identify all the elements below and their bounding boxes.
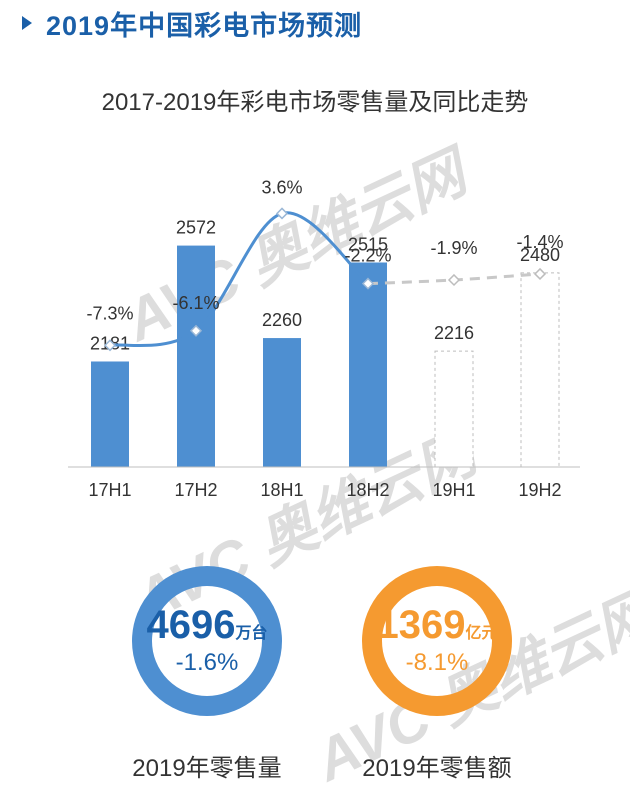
bar-18H1 <box>263 338 301 467</box>
trend-line-actual <box>109 211 369 348</box>
bar-label-19H1: 2216 <box>434 323 474 343</box>
bar-label-18H2: 2515 <box>348 234 388 254</box>
x-tick-18H1: 18H1 <box>260 480 303 500</box>
x-tick-17H1: 17H1 <box>88 480 131 500</box>
bar-18H2 <box>349 262 387 467</box>
trend-label-18H2: -2.2% <box>344 246 391 266</box>
bar-19H2 <box>520 272 560 468</box>
bar-19H1 <box>434 350 474 468</box>
volume-value: 4696 <box>146 603 236 647</box>
trend-label-19H2: -1.4% <box>516 232 563 252</box>
bar-label-17H2: 2572 <box>176 218 216 238</box>
bar-label-19H2: 2480 <box>520 245 560 265</box>
amount-unit: 亿元 <box>465 625 498 642</box>
amount-ring: 1369亿元 -8.1% <box>362 566 512 716</box>
trend-label-18H1: 3.6% <box>261 177 302 197</box>
volume-unit: 万台 <box>235 625 268 642</box>
page-title: 2019年中国彩电市场预测 <box>46 10 363 41</box>
amount-pct: -8.1% <box>405 649 469 676</box>
amount-value: 1369 <box>376 603 466 647</box>
chart-title: 2017-2019年彩电市场零售量及同比走势 <box>101 89 529 116</box>
trend-label-19H1: -1.9% <box>430 238 477 258</box>
x-tick-17H2: 17H2 <box>174 480 217 500</box>
volume-label: 2019年零售量 <box>132 755 282 782</box>
trend-point-19H2 <box>533 267 547 281</box>
chart: 21812572226025152216248017H117H218H118H2… <box>68 177 580 500</box>
trend-point-18H1 <box>275 207 289 220</box>
header: 2019年中国彩电市场预测 <box>0 0 630 46</box>
volume-pct: -1.6% <box>175 649 239 676</box>
volume-ring: 4696万台 -1.6% <box>132 566 282 716</box>
amount-label: 2019年零售额 <box>362 755 512 782</box>
x-tick-19H1: 19H1 <box>432 480 475 500</box>
trend-point-18H2 <box>361 277 375 290</box>
x-tick-18H2: 18H2 <box>346 480 389 500</box>
triangle-bullet-icon <box>22 16 32 30</box>
bar-17H2 <box>177 245 215 467</box>
bar-17H1 <box>91 361 129 467</box>
trend-point-19H1 <box>447 273 461 287</box>
bar-label-18H1: 2260 <box>262 310 302 330</box>
x-tick-19H2: 19H2 <box>518 480 561 500</box>
trend-label-17H1: -7.3% <box>86 303 133 323</box>
trend-label-17H2: -6.1% <box>172 293 219 313</box>
trend-point-17H2 <box>189 324 203 337</box>
trend-point-17H1 <box>103 339 117 352</box>
